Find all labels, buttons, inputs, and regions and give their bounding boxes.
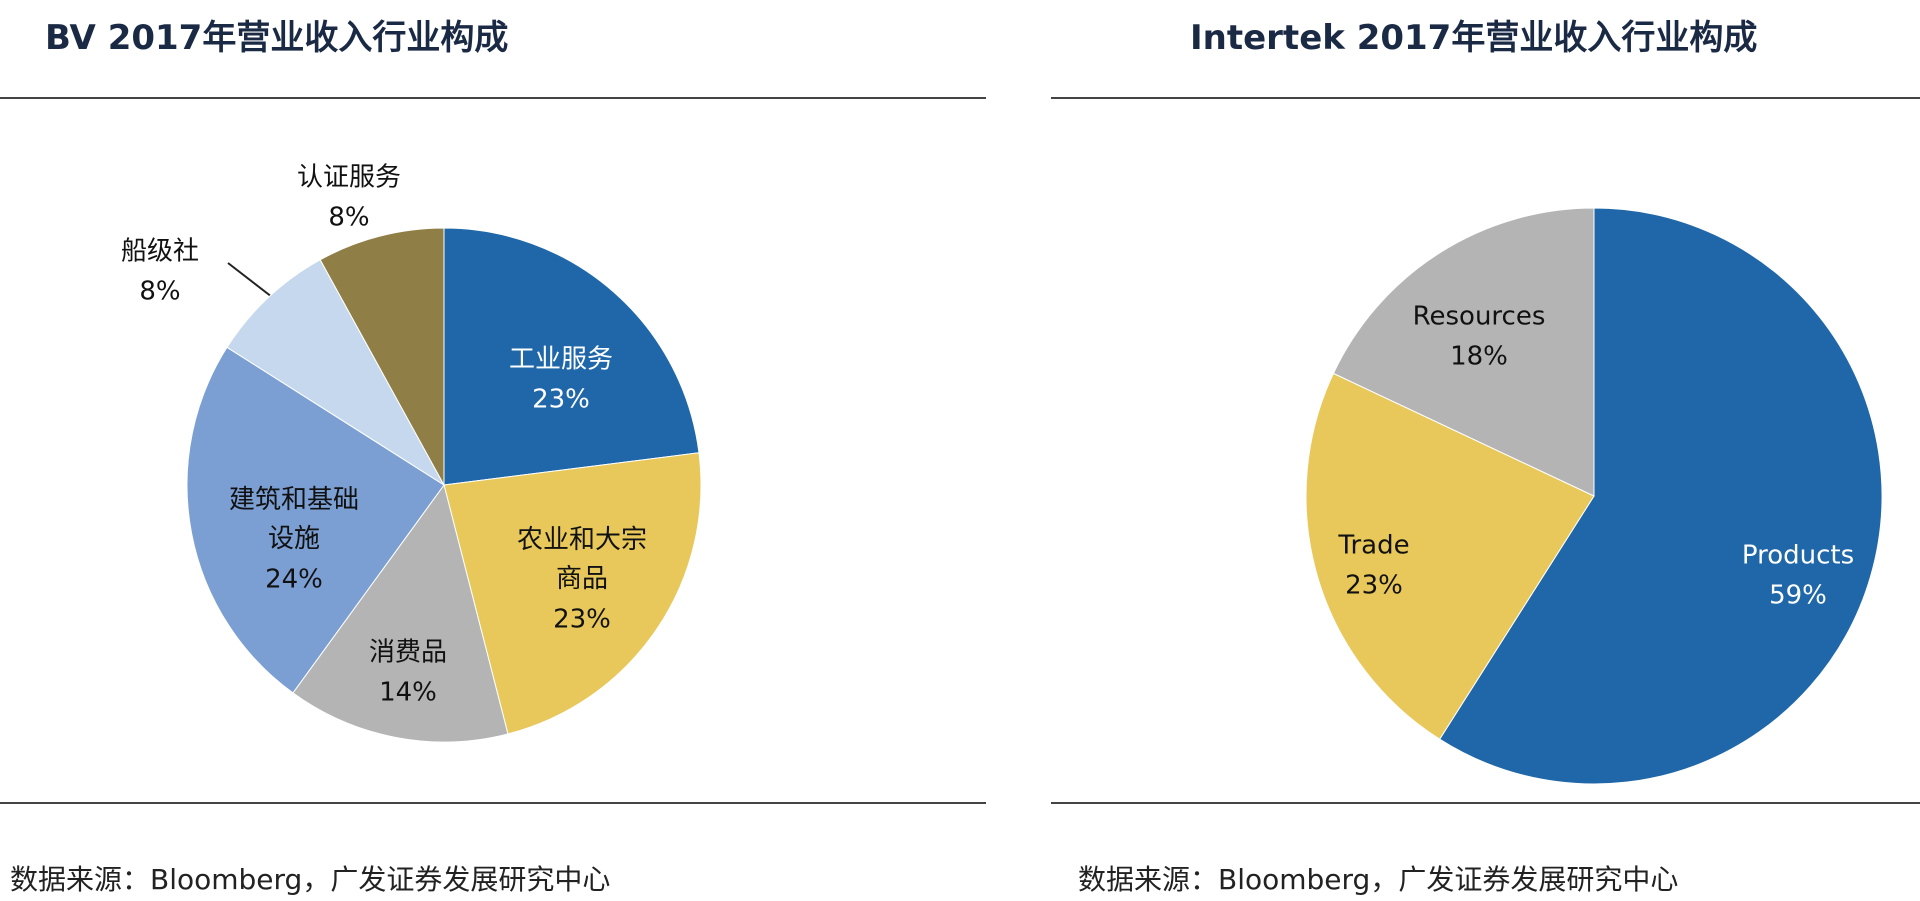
data-label: 59% [1769,580,1827,611]
slice-label: Trade [1338,530,1410,561]
pie-slice [186,346,445,694]
slice-label: 农业和大宗 商品 [516,525,648,594]
slice-label: 认证服务 [296,162,402,193]
chart-title: BV 2017年营业收入行业构成 [45,18,509,58]
pie-slice [226,259,445,486]
slice-label: Products [1741,540,1855,571]
data-label: 23% [532,384,590,415]
data-label: 24% [265,564,323,595]
pie-slice [443,227,700,486]
source: 数据来源：Bloomberg，广发证券发展研究中心 [10,863,611,896]
slice-label: 消费品 [368,637,448,668]
slice-label: 工业服务 [508,344,614,375]
slice-label: Resources [1412,301,1546,332]
pie-slice [319,227,445,486]
data-label: 8% [139,276,181,307]
data-label: 8% [328,202,370,233]
leader-line [227,262,273,298]
source: 数据来源：Bloomberg，广发证券发展研究中心 [1078,863,1679,896]
data-label: 18% [1450,341,1508,372]
data-label: 14% [379,677,437,708]
slice-label: 船级社 [120,236,200,267]
pie-slice [1438,207,1883,785]
chart-title: Intertek 2017年营业收入行业构成 [1190,18,1758,58]
pie-slice [1305,372,1595,740]
slice-label: 建筑和基础 设施 [228,485,360,554]
data-label: 23% [1345,570,1403,601]
pie-slice [1332,207,1595,497]
pie-slice [292,483,509,743]
data-label: 23% [553,604,611,635]
pie-slice [443,452,702,735]
